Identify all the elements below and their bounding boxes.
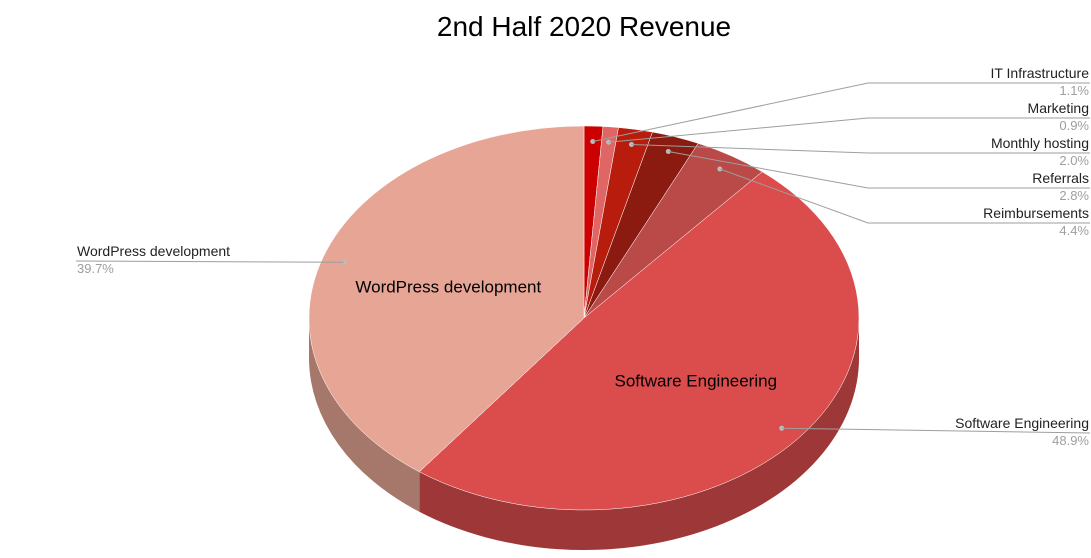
inside-label-wordpress-development: WordPress development	[355, 277, 541, 296]
value-label-monthly-hosting: 2.0%	[1059, 153, 1089, 168]
value-label-marketing: 0.9%	[1059, 118, 1089, 133]
leader-lines	[75, 82, 1091, 434]
label-it-infrastructure: IT Infrastructure	[990, 65, 1089, 81]
leader-line-wordpress-development	[75, 260, 344, 263]
value-label-it-infrastructure: 1.1%	[1059, 83, 1089, 98]
value-label-wordpress-development: 39.7%	[77, 261, 114, 276]
value-label-software-engineering: 48.9%	[1052, 433, 1089, 448]
leader-line-referrals	[668, 150, 1090, 189]
label-monthly-hosting: Monthly hosting	[991, 135, 1089, 151]
pie-sides	[309, 318, 860, 551]
outside-labels: IT Infrastructure 1.1% Marketing 0.9% Monthl…	[77, 65, 1089, 448]
side-software-engineering	[419, 318, 860, 551]
inside-label-software-engineering: Software Engineering	[614, 371, 777, 390]
label-wordpress-development: WordPress development	[77, 243, 230, 259]
value-label-referrals: 2.8%	[1059, 188, 1089, 203]
slice-wordpress-development	[308, 125, 585, 473]
label-software-engineering: Software Engineering	[955, 415, 1089, 431]
leader-line-marketing	[608, 117, 1090, 143]
leader-line-monthly-hosting	[631, 144, 1090, 154]
leader-line-reimbursements	[719, 168, 1090, 224]
side-wordpress-development	[309, 318, 420, 512]
pie-slices	[308, 125, 860, 511]
label-referrals: Referrals	[1032, 170, 1089, 186]
value-label-reimbursements: 4.4%	[1059, 223, 1089, 238]
leader-line-software-engineering	[781, 427, 1091, 434]
leader-line-it-infrastructure	[592, 82, 1090, 142]
label-reimbursements: Reimbursements	[983, 205, 1089, 221]
slice-software-engineering	[418, 171, 860, 511]
inside-labels: Software Engineering WordPress developmen…	[355, 277, 777, 390]
label-marketing: Marketing	[1028, 100, 1089, 116]
chart-title: 2nd Half 2020 Revenue	[437, 11, 731, 42]
